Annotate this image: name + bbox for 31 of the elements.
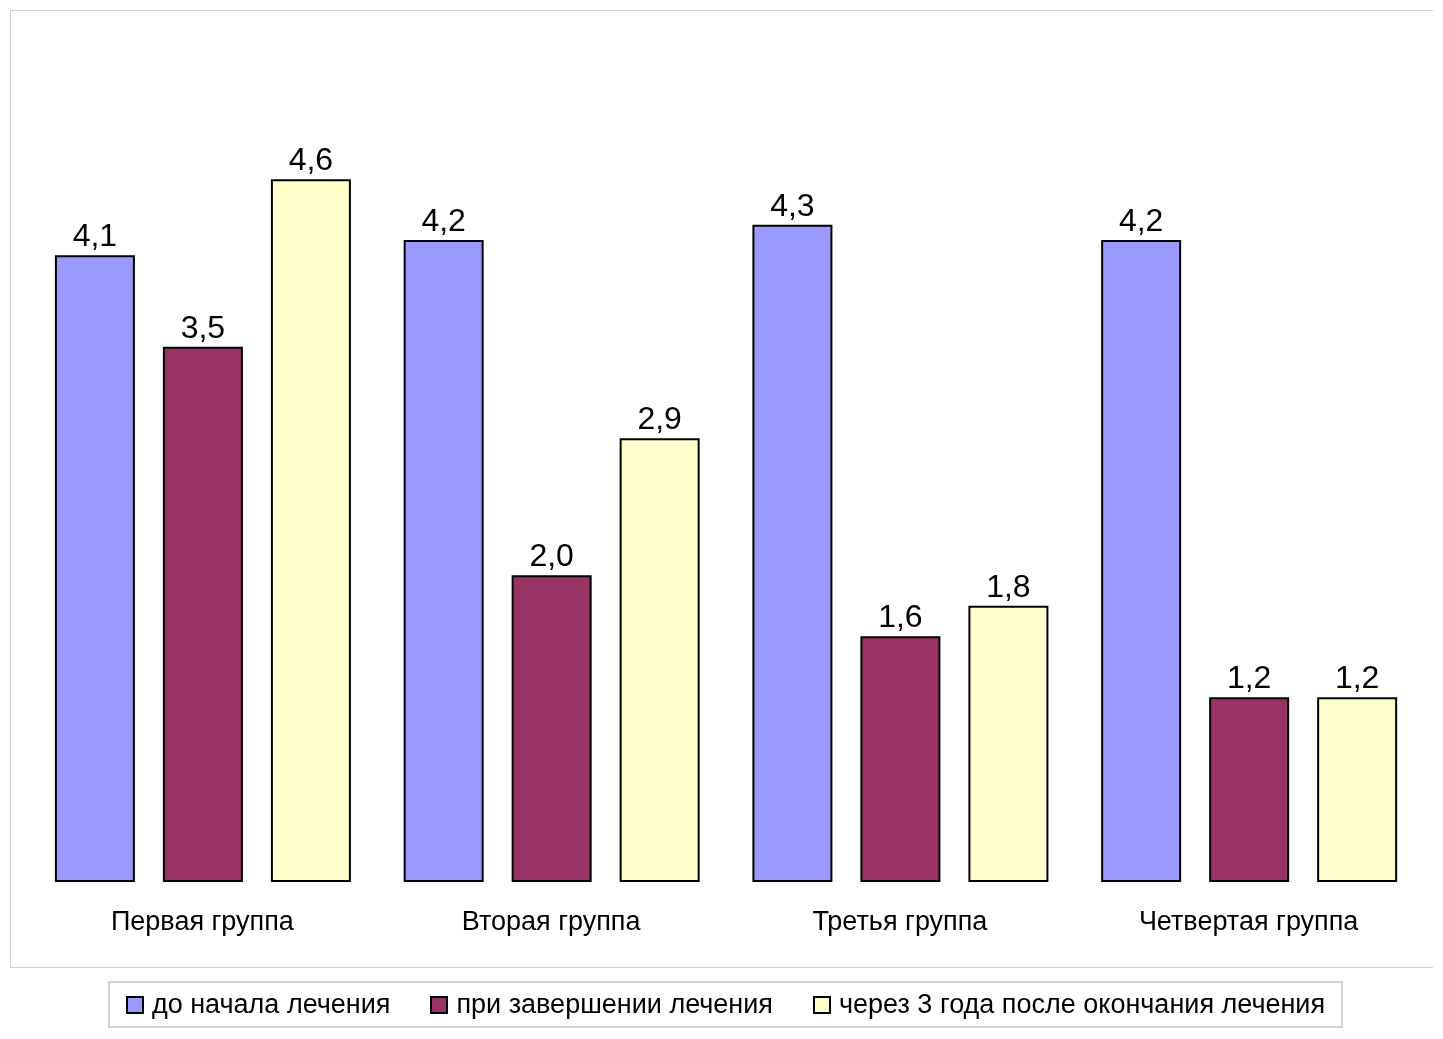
bar [860, 636, 941, 882]
bar [54, 255, 135, 882]
data-label: 4,6 [288, 141, 334, 178]
data-label: 1,6 [878, 598, 923, 635]
data-label: 1,2 [1226, 659, 1272, 696]
data-label: 2,0 [529, 537, 574, 574]
legend-label: через 3 года после окончания лечения [837, 989, 1326, 1020]
data-label: 3,5 [180, 308, 226, 345]
x-tick-label: Четвертая группа [1138, 906, 1360, 937]
bar [1317, 697, 1398, 882]
bar [619, 438, 700, 882]
data-label: 1,2 [1334, 659, 1380, 696]
bar [403, 240, 484, 882]
data-label: 4,1 [72, 217, 118, 254]
data-label: 1,8 [986, 567, 1031, 604]
x-tick-label: Первая группа [110, 906, 295, 937]
bar [752, 224, 833, 882]
bar [968, 605, 1049, 882]
bar [1101, 240, 1182, 882]
legend-label: при завершении лечения [455, 989, 773, 1020]
data-label: 2,9 [637, 400, 682, 437]
data-label: 4,2 [421, 202, 466, 239]
x-tick-label: Вторая группа [461, 906, 642, 937]
bar [511, 575, 592, 882]
data-label: 4,3 [770, 186, 815, 223]
bar [270, 179, 351, 882]
bar [1209, 697, 1290, 882]
data-label: 4,2 [1118, 202, 1164, 239]
bar [162, 346, 243, 882]
x-tick-label: Третья группа [812, 906, 989, 937]
legend-label: до начала лечения [150, 989, 391, 1020]
